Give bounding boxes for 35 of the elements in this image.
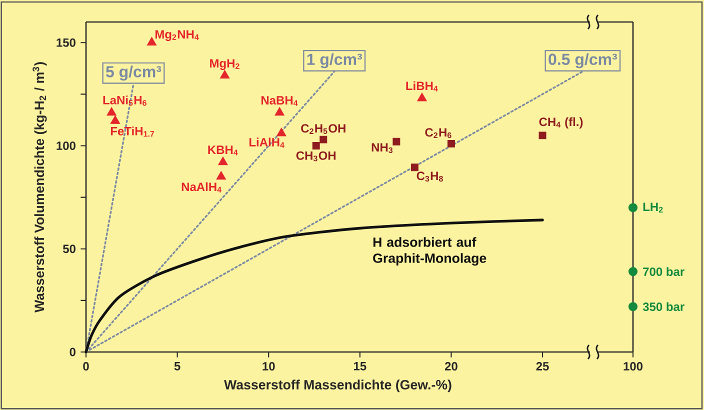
- series-label: LiBH$_{4}$: [406, 81, 438, 92]
- y-tick-label: 100: [56, 141, 76, 150]
- series-label: NaBH$_{4}$: [261, 96, 298, 106]
- y-tick-label: 0: [70, 348, 76, 356]
- series-label: LH$_{2}$: [643, 202, 663, 212]
- series-label: 5 g/cm³: [106, 66, 162, 81]
- series-label: C$_{2}$H$_{5}$OH: [301, 124, 346, 134]
- series-label: NaAlH$_{4}$: [182, 182, 222, 192]
- series-label: Mg$_{2}$NH$_{4}$: [155, 30, 199, 42]
- x-tick-label: 0: [83, 362, 89, 371]
- series-label: KBH$_{4}$: [208, 146, 238, 156]
- series-label: 350 bar: [642, 302, 684, 312]
- x-tick-label: 100: [624, 362, 643, 371]
- x-axis-title: Wasserstoff Massendichte (Gew.-%): [224, 380, 452, 392]
- x-tick-label: 10: [262, 362, 275, 371]
- series-label: LaNi$_{5}$H$_{6}$: [103, 96, 146, 106]
- y-tick-label: 50: [62, 244, 76, 254]
- y-axis-title: Wasserstoff Volumendichte (kg-H$_{2}$ / m$^{3}$): [32, 62, 47, 312]
- x-tick-label: 25: [536, 362, 549, 371]
- x-tick-label: 5: [174, 362, 180, 370]
- x-tick-label: 20: [444, 362, 458, 371]
- series-label: MgH$_{2}$: [210, 59, 240, 70]
- series-label: 0.5 g/cm³: [548, 53, 618, 68]
- series-label: 1 g/cm³: [307, 53, 362, 68]
- series-label: H adsorbiert auf Graphit-Monolage: [373, 237, 486, 266]
- series-label: CH$_{4}$ (fl.): [539, 117, 583, 128]
- series-label: CH$_{3}$OH: [296, 151, 336, 162]
- series-label: 700 bar: [643, 267, 684, 276]
- x-tick-label: 15: [354, 362, 366, 370]
- y-tick-label: 150: [56, 38, 76, 47]
- series-label: LiAlH$_{4}$: [249, 138, 284, 148]
- series-label: FeTiH$_{1.7}$: [110, 126, 154, 137]
- series-label: NH$_{3}$: [372, 143, 393, 154]
- series-label: C$_{3}$H$_{8}$: [416, 172, 443, 182]
- series-label: C$_{2}$H$_{6}$: [425, 128, 452, 138]
